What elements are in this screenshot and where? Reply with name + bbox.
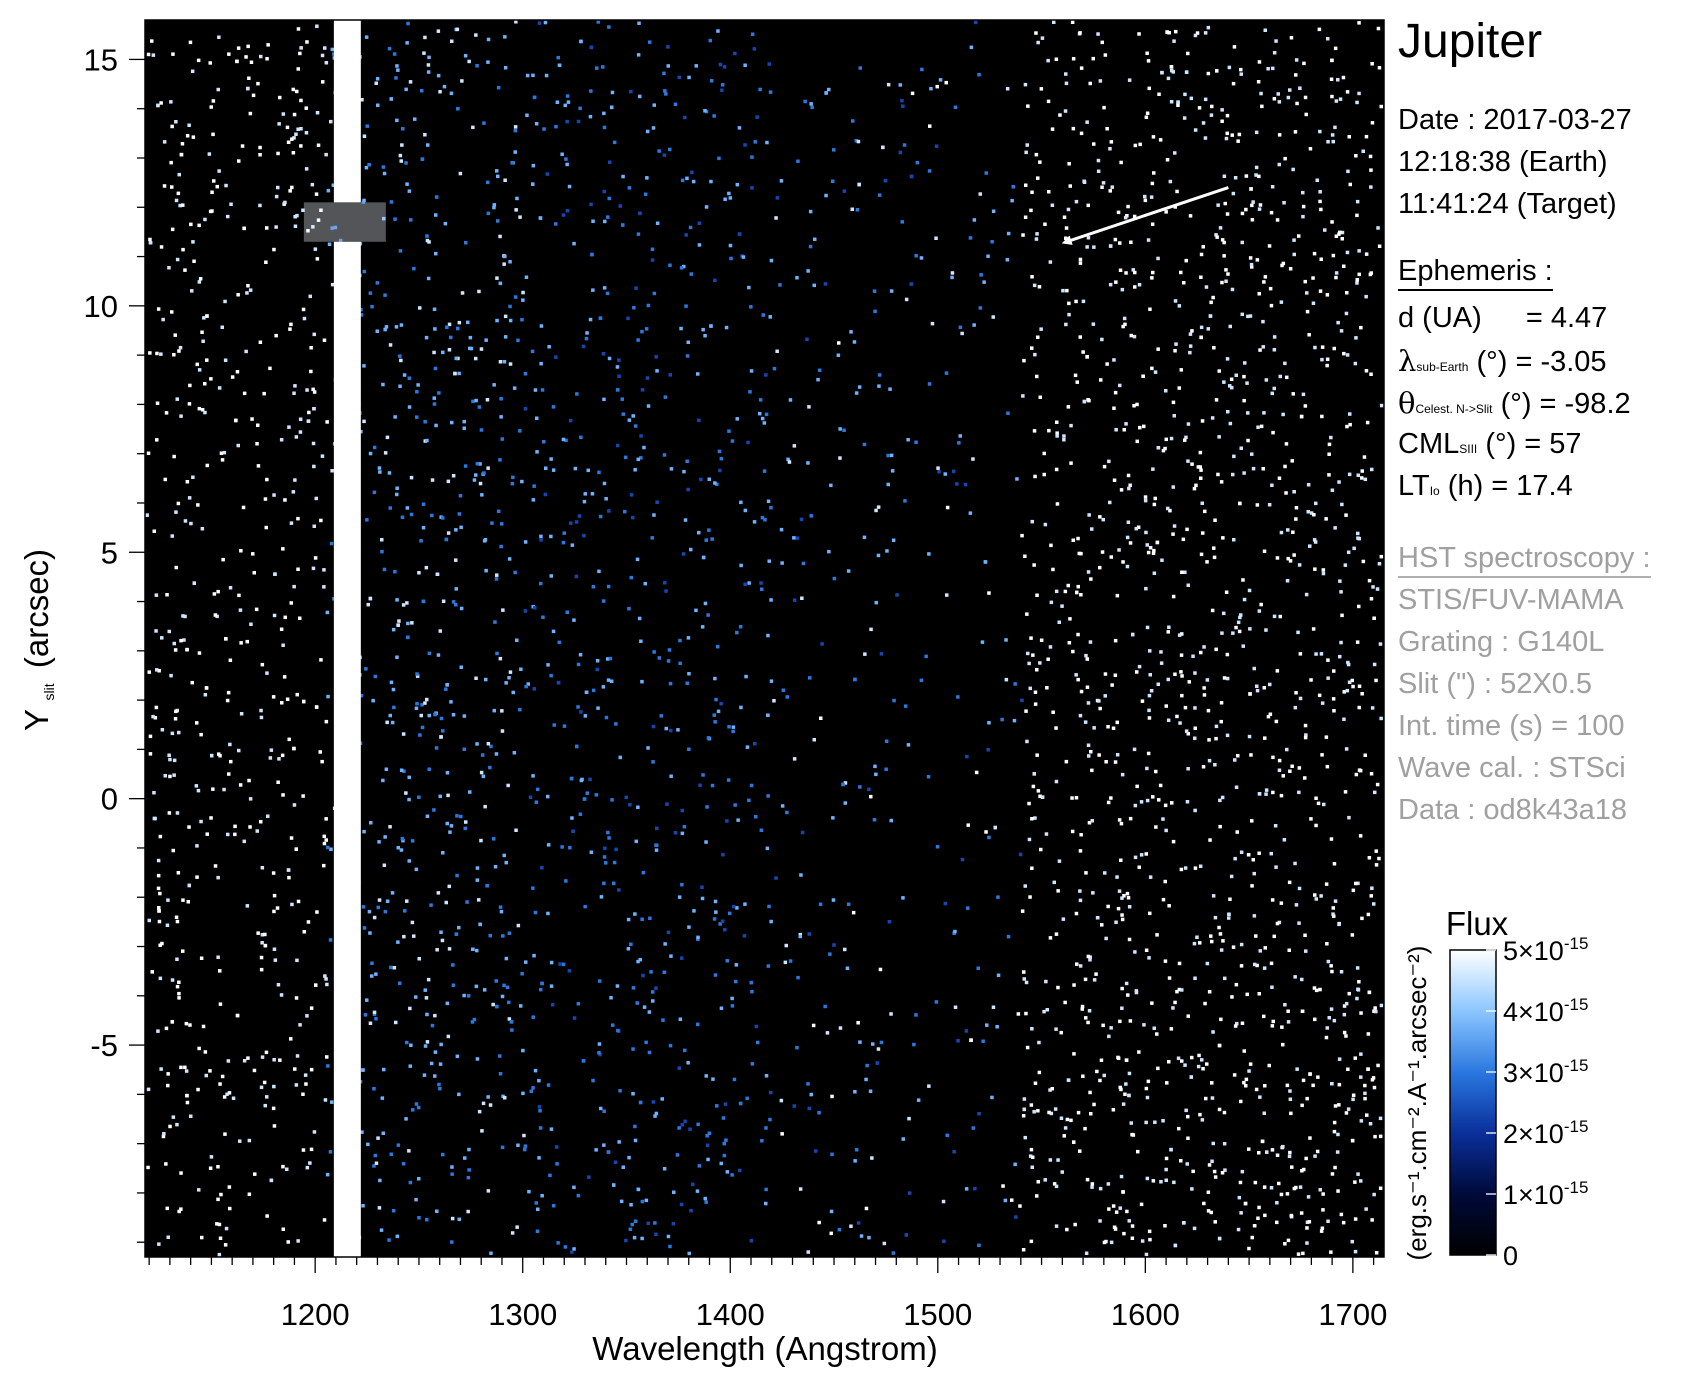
- lambda-symbol: λ: [1398, 344, 1417, 378]
- y-axis-label: Y slit (arcsec): [18, 549, 61, 731]
- lt-main: LT: [1398, 470, 1430, 502]
- y-axis-ticks: 15 10 5 0 -5: [84, 42, 145, 1243]
- x-tick-label: 1500: [903, 1297, 972, 1332]
- x-tick-label: 1200: [281, 1297, 350, 1332]
- distance-label: d (UA): [1398, 302, 1482, 334]
- lt-sub: Io: [1429, 484, 1440, 498]
- obs-date: Date : 2017-03-27: [1398, 104, 1632, 136]
- cml-main: CML: [1398, 428, 1460, 460]
- y-tick-label: 0: [101, 782, 118, 817]
- distance-row: d (UA) = 4.47: [1398, 302, 1607, 335]
- wave-calibration: Wave cal. : STSci: [1398, 752, 1626, 784]
- x-axis-label: Wavelength (Angstrom): [592, 1330, 937, 1367]
- theta-sub: Celest. N->Slit: [1415, 402, 1493, 416]
- colorbar-tick-label: 4×10-15: [1503, 995, 1588, 1027]
- svg-text:Y slit (arcsec): Y slit (arcsec): [18, 549, 61, 731]
- y-axis-label-sub: slit: [41, 683, 57, 700]
- integration-time: Int. time (s) = 100: [1398, 710, 1625, 742]
- lyman-alpha-band: [303, 20, 386, 1258]
- colorbar-unit-label: (erg.s⁻¹.cm⁻².A⁻¹.arcsec⁻²): [1402, 946, 1432, 1261]
- flux-speckles: [145, 20, 1384, 1257]
- time-earth: 12:18:38 (Earth): [1398, 146, 1608, 178]
- cml-value: (°) = 57: [1485, 428, 1582, 460]
- annotation-arrow: [1061, 186, 1229, 245]
- x-axis-ticks: 1200 1300 1400 1500 1600 1700: [148, 1257, 1387, 1332]
- theta-row: θCelest. N->Slit (°) = -98.2: [1398, 386, 1631, 421]
- lambda-row: λsub-Earth (°) = -3.05: [1398, 344, 1607, 379]
- lambda-value: (°) = -3.05: [1476, 346, 1607, 378]
- x-tick-label: 1700: [1318, 1297, 1387, 1332]
- lt-row: LTIo (h) = 17.4: [1398, 470, 1573, 503]
- band-lower: [333, 241, 361, 1258]
- colorbar-tick-label: 0: [1503, 1241, 1518, 1271]
- y-axis-label-main: Y: [18, 709, 55, 731]
- y-tick-label: -5: [90, 1028, 118, 1063]
- band-upper: [333, 20, 361, 203]
- cml-row: CMLSIII (°) = 57: [1398, 428, 1582, 461]
- y-tick-label: 10: [84, 289, 118, 324]
- colorbar: [1449, 949, 1497, 1256]
- distance-value: = 4.47: [1525, 302, 1608, 334]
- slit: Slit (") : 52X0.5: [1398, 668, 1593, 700]
- colorbar-tick-label: 5×10-15: [1503, 934, 1588, 966]
- colorbar-tick-label: 3×10-15: [1503, 1056, 1588, 1088]
- data-id: Data : od8k43a18: [1398, 794, 1627, 826]
- lt-value: (h) = 17.4: [1447, 470, 1573, 502]
- theta-value: (°) = -98.2: [1500, 388, 1631, 420]
- y-axis-label-unit: (arcsec): [18, 549, 55, 668]
- colorbar-ticks: 0 1×10-15 2×10-15 3×10-15 4×10-15 5×10-15: [1486, 934, 1588, 1271]
- plot-frame: [144, 19, 1385, 1258]
- colorbar-tick-label: 2×10-15: [1503, 1117, 1588, 1149]
- colorbar-title: Flux: [1446, 905, 1509, 942]
- x-tick-label: 1400: [696, 1297, 765, 1332]
- colorbar-unit-text: (erg.s⁻¹.cm⁻².A⁻¹.arcsec⁻²): [1402, 946, 1432, 1261]
- ephemeris-heading: Ephemeris :: [1398, 255, 1553, 291]
- x-tick-label: 1300: [488, 1297, 557, 1332]
- colorbar-tick-label: 1×10-15: [1503, 1178, 1588, 1210]
- theta-symbol: θ: [1398, 386, 1416, 420]
- hst-heading: HST spectroscopy :: [1398, 542, 1651, 578]
- instrument: STIS/FUV-MAMA: [1398, 584, 1624, 616]
- x-tick-label: 1600: [1111, 1297, 1180, 1332]
- lambda-sub: sub-Earth: [1416, 360, 1469, 374]
- y-tick-label: 5: [101, 535, 118, 570]
- time-target: 11:41:24 (Target): [1398, 188, 1617, 220]
- cml-sub: SIII: [1459, 442, 1478, 456]
- band-gap-halo: [303, 202, 386, 242]
- y-tick-label: 15: [84, 42, 118, 77]
- grating: Grating : G140L: [1398, 626, 1605, 658]
- target-title: Jupiter: [1398, 15, 1543, 68]
